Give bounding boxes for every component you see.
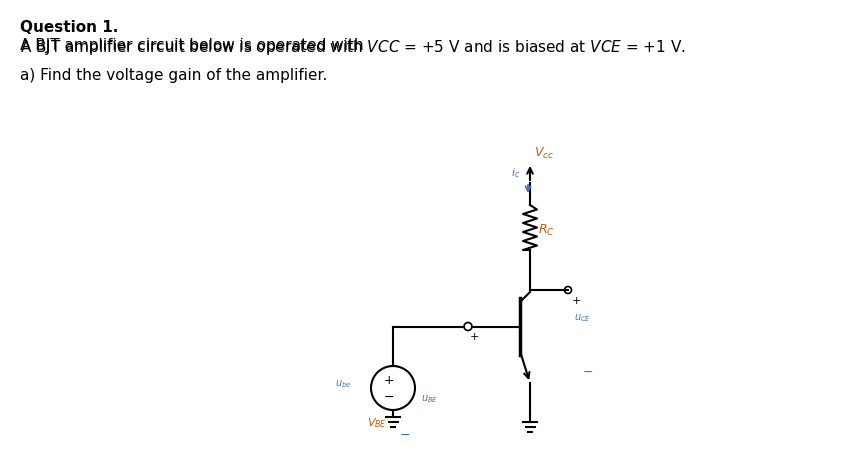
Text: $u_{CE}$: $u_{CE}$	[574, 312, 591, 324]
Text: $u_{be}$: $u_{be}$	[334, 378, 351, 390]
Text: +: +	[572, 296, 581, 306]
Text: A BJT amplifier circuit below is operated with: A BJT amplifier circuit below is operate…	[20, 38, 368, 53]
Text: +: +	[384, 374, 394, 387]
Text: Question 1.: Question 1.	[20, 20, 118, 35]
Text: $V_{cc}$: $V_{cc}$	[534, 146, 554, 161]
Text: $-$: $-$	[384, 390, 395, 403]
Text: $-$: $-$	[582, 365, 593, 378]
Text: $V_{BE}$: $V_{BE}$	[367, 416, 387, 430]
Text: $i_c$: $i_c$	[511, 166, 520, 180]
Text: a) Find the voltage gain of the amplifier.: a) Find the voltage gain of the amplifie…	[20, 68, 328, 83]
Text: $R_C$: $R_C$	[538, 223, 555, 238]
Text: $-$: $-$	[399, 428, 410, 441]
Text: $u_{BE}$: $u_{BE}$	[421, 393, 438, 405]
Text: A BJT amplifier circuit below is operated with $\mathit{VCC}$ = +5 V and is bias: A BJT amplifier circuit below is operate…	[20, 38, 686, 57]
Text: +: +	[470, 332, 479, 342]
